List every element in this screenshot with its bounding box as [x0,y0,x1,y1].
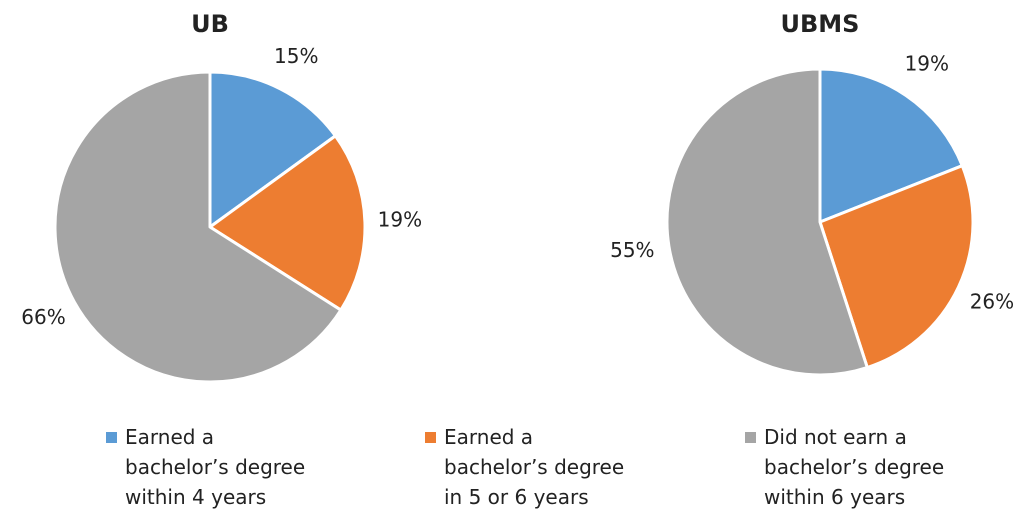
legend-label: Did not earn a bachelor’s degree within … [764,425,945,509]
legend-label: Earned a bachelor’s degree in 5 or 6 yea… [444,425,625,509]
data-label: 19% [378,208,422,232]
legend-item: Earned a bachelor’s degree within 4 year… [106,422,310,512]
data-label: 15% [274,44,318,68]
legend-swatch [106,432,117,443]
data-label: 55% [610,238,654,262]
data-label: 66% [21,305,65,329]
legend-label: Earned a bachelor’s degree within 4 year… [125,425,306,509]
legend-swatch [425,432,436,443]
legend-item: Earned a bachelor’s degree in 5 or 6 yea… [425,422,629,512]
pie-slice [818,67,964,224]
legend-swatch [745,432,756,443]
pie-slice [208,70,337,229]
legend-item: Did not earn a bachelor’s degree within … [745,422,949,512]
data-label: 26% [970,289,1014,313]
chart-title: UBMS [781,10,860,38]
pie-slice [818,164,975,370]
data-label: 19% [905,51,949,75]
pie-slice [208,134,367,312]
pie-slice [53,70,343,384]
chart-title: UB [191,10,229,38]
pie-slice [665,67,869,377]
